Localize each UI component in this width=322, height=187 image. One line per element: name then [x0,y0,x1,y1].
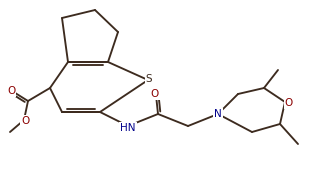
Text: S: S [146,74,152,84]
Text: O: O [7,86,15,96]
Text: O: O [285,98,293,108]
Text: O: O [21,116,29,126]
Text: N: N [214,109,222,119]
Text: O: O [151,89,159,99]
Text: HN: HN [120,123,136,133]
